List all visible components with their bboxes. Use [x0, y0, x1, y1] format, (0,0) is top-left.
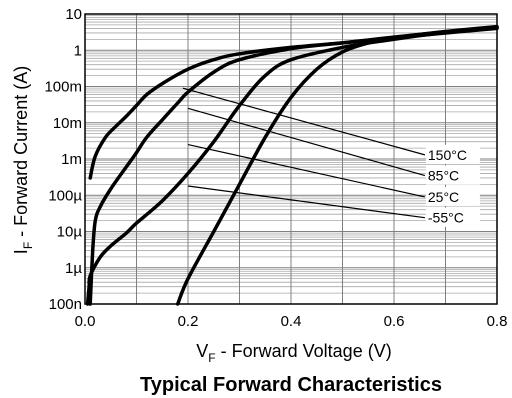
- y-tick-label: 10: [65, 6, 82, 23]
- series-curve: [88, 26, 499, 306]
- x-tick-label: 0.0: [75, 313, 96, 330]
- x-tick-label: 0.2: [178, 313, 199, 330]
- x-tick-label: 0.6: [384, 313, 405, 330]
- y-tick-label: 1µ: [65, 260, 82, 277]
- series-label-background: [425, 144, 480, 164]
- curves: [85, 24, 499, 306]
- y-tick-label: 1: [74, 42, 82, 59]
- x-axis-title: VF - Forward Voltage (V): [196, 341, 391, 365]
- y-tick-label: 100m: [44, 79, 82, 96]
- y-tick-label: 10µ: [57, 224, 83, 241]
- leader-line: [187, 107, 426, 177]
- x-tick-label: 0.8: [487, 313, 508, 330]
- y-tick-label: 100n: [49, 296, 82, 313]
- plot-frame: [84, 13, 498, 305]
- y-axis-title: IF - Forward Current (A): [11, 66, 35, 254]
- series-label: 25°C: [428, 189, 459, 205]
- y-tick-labels: 10 1 100m 10m 1m 100µ 10µ 1µ 100n: [44, 6, 82, 313]
- x-tick-labels: 0.0 0.2 0.4 0.6 0.8: [75, 313, 508, 330]
- y-tick-label: 1m: [61, 151, 82, 168]
- series-label-background: [425, 207, 480, 227]
- y-tick-label: 100µ: [48, 187, 82, 204]
- leader-line: [187, 185, 425, 219]
- leader-line: [187, 143, 426, 198]
- leader-line: [182, 87, 426, 156]
- x-tick-label: 0.4: [281, 313, 302, 330]
- series-label-background: [425, 165, 480, 185]
- series-label: 150°C: [428, 147, 467, 163]
- series-label-background: [425, 186, 480, 206]
- series-label: -55°C: [428, 210, 464, 226]
- annotations: 150°C 85°C 25°C -55°C: [182, 87, 480, 227]
- series-curve: [175, 24, 499, 306]
- series-label: 85°C: [428, 168, 459, 184]
- y-tick-label: 10m: [53, 115, 82, 132]
- chart-caption: Typical Forward Characteristics: [140, 374, 442, 396]
